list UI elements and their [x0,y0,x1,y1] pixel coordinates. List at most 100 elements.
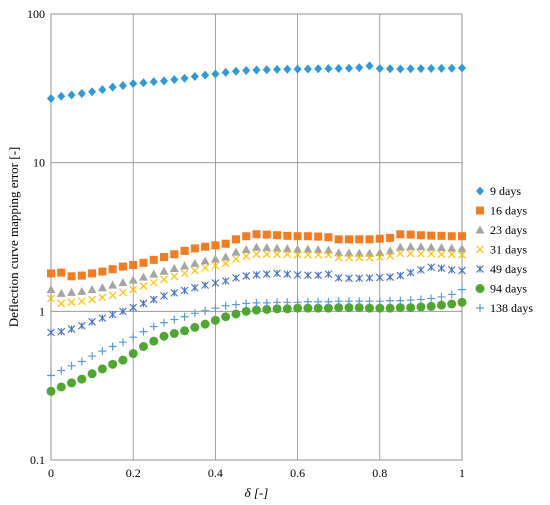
data-point [160,76,169,86]
data-point [437,264,446,273]
data-point [67,298,76,307]
data-point [323,245,333,254]
data-point [458,266,466,275]
series-31-days [47,249,466,308]
data-point [314,232,323,241]
legend-marker [476,265,484,273]
data-point [303,271,312,280]
data-point [108,82,117,92]
data-point [417,266,425,274]
data-point [190,266,199,275]
data-point [365,61,374,71]
data-point [108,280,118,289]
data-point [365,253,374,262]
data-point [46,386,56,396]
data-point [416,242,426,251]
data-point [87,285,97,294]
data-point [97,283,107,292]
data-point [149,295,158,304]
series-16-days [47,230,466,281]
data-point [88,87,97,97]
data-point [47,269,55,278]
data-point [211,279,220,287]
data-point [159,266,169,275]
data-point [406,296,415,305]
data-point [242,65,251,75]
data-point [160,292,168,300]
legend-item: 23 days [475,223,527,237]
legend-item: 94 days [475,282,527,296]
data-point [355,274,364,283]
data-point [396,296,405,305]
data-point [200,256,210,265]
data-point [190,322,200,332]
data-point [190,71,199,81]
data-point [385,303,395,313]
series-23-days [46,242,467,297]
data-point [354,248,364,257]
data-point [293,244,303,253]
legend-marker [476,186,484,196]
data-point [396,271,405,280]
data-point [47,94,55,104]
data-point [437,63,446,73]
data-point [293,270,302,279]
y-axis-title: Deflection curve mapping error [-] [6,147,21,327]
data-point [324,233,333,242]
data-point [426,301,436,311]
data-point [149,322,158,331]
data-point [56,382,66,392]
x-tick-label: 0.4 [208,466,223,480]
data-point [231,309,241,319]
data-point [293,303,303,313]
data-point [396,64,405,74]
legend-label: 31 days [490,243,527,257]
data-point [211,261,220,270]
data-point [77,374,87,384]
data-point [231,66,240,76]
data-point [458,285,466,294]
data-point [323,303,333,313]
data-point [57,327,66,336]
data-point [375,253,384,261]
data-point [170,250,179,259]
data-point [221,239,230,248]
data-point [427,294,436,303]
data-point [273,64,282,74]
data-point [138,342,148,352]
legend-marker [475,284,485,293]
data-point [57,299,66,308]
y-tick-label: 1 [39,304,45,318]
legend-label: 49 days [490,262,527,276]
data-point [170,289,179,297]
legend-item: 49 days [476,262,527,276]
data-point [57,268,66,277]
data-point [201,242,210,251]
data-point [262,230,271,239]
legend-label: 9 days [490,184,521,198]
data-point [293,232,302,241]
data-point [47,328,55,337]
data-point [47,294,55,303]
data-point [232,273,240,282]
data-point [324,270,333,278]
y-tick-label: 0.1 [30,453,45,467]
data-point [437,231,446,240]
data-point [252,305,261,315]
data-point [119,307,127,316]
data-point [426,242,436,251]
data-point [88,352,97,361]
legend-label: 16 days [490,204,527,218]
data-point [283,250,292,259]
data-point [241,245,251,254]
legend-label: 138 days [490,301,533,315]
legend-marker [475,225,485,234]
data-point [108,342,117,351]
data-point [169,264,179,273]
data-point [437,292,446,301]
data-point [447,250,456,259]
data-point [77,297,86,306]
x-tick-label: 0.6 [290,466,305,480]
data-point [416,295,425,304]
